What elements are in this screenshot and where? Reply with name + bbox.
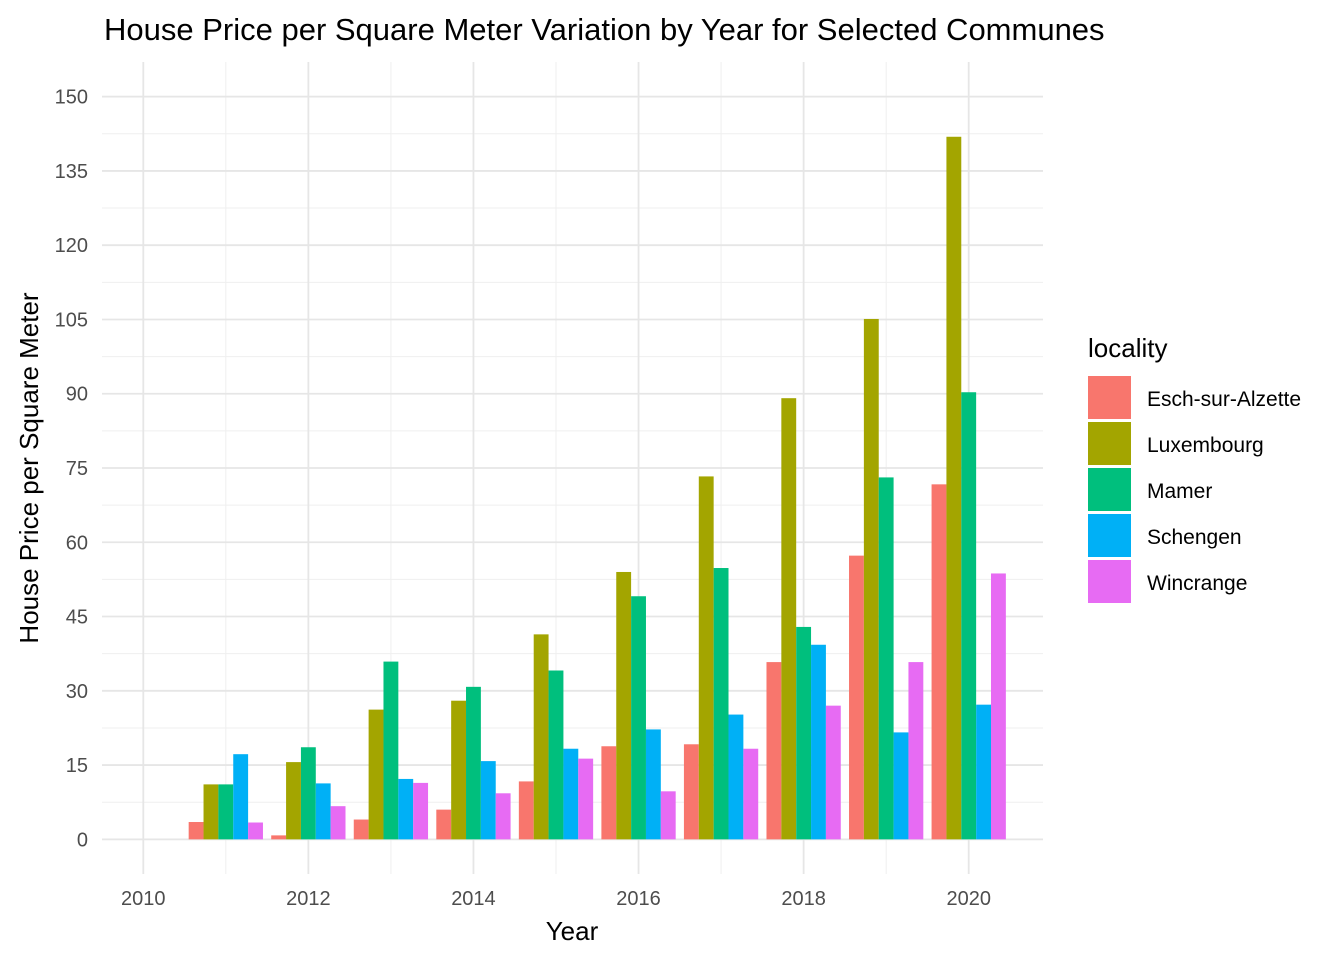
bar bbox=[893, 732, 909, 840]
legend-label: Luxembourg bbox=[1147, 434, 1264, 457]
bar bbox=[601, 746, 617, 840]
x-tick-label: 2016 bbox=[616, 888, 661, 910]
bar bbox=[353, 819, 369, 840]
legend-label: Esch-sur-Alzette bbox=[1147, 388, 1301, 411]
y-tick-label: 30 bbox=[66, 681, 88, 703]
x-tick-label: 2020 bbox=[946, 888, 991, 910]
legend: locality Esch-sur-Alzette Luxembourg Mamer… bbox=[1088, 333, 1301, 603]
legend-swatch bbox=[1088, 376, 1131, 419]
bar bbox=[300, 747, 316, 840]
legend-label: Wincrange bbox=[1147, 572, 1247, 595]
bar bbox=[398, 778, 414, 840]
bar bbox=[976, 704, 991, 840]
x-tick-label: 2012 bbox=[286, 888, 331, 910]
bar bbox=[961, 392, 977, 840]
bar bbox=[849, 555, 864, 840]
bar bbox=[728, 714, 744, 840]
bar bbox=[766, 662, 782, 840]
legend-items: Esch-sur-Alzette Luxembourg Mamer Schengen W… bbox=[1088, 376, 1301, 603]
bar bbox=[413, 782, 429, 840]
bar bbox=[781, 398, 797, 840]
bar bbox=[188, 822, 204, 840]
bar bbox=[315, 783, 331, 840]
bar bbox=[863, 318, 879, 840]
bar bbox=[683, 744, 699, 840]
bar bbox=[578, 758, 594, 840]
y-tick-label: 135 bbox=[55, 161, 88, 183]
chart-title: House Price per Square Meter Variation b… bbox=[104, 12, 1105, 47]
legend-swatch bbox=[1088, 560, 1131, 603]
bar bbox=[330, 806, 346, 840]
y-tick-label: 60 bbox=[66, 532, 88, 554]
y-tick-label: 105 bbox=[55, 309, 88, 331]
bar bbox=[368, 709, 384, 840]
legend-swatch bbox=[1088, 514, 1131, 557]
y-tick-label: 150 bbox=[55, 87, 88, 109]
bar bbox=[286, 762, 301, 840]
legend-label: Schengen bbox=[1147, 526, 1242, 549]
bar bbox=[533, 634, 549, 840]
bar bbox=[451, 700, 467, 840]
y-tick-label: 0 bbox=[77, 829, 88, 851]
bar bbox=[480, 761, 496, 840]
bar bbox=[271, 835, 287, 840]
bar bbox=[660, 791, 676, 840]
y-tick-label: 75 bbox=[66, 458, 88, 480]
y-tick-label: 90 bbox=[66, 384, 88, 406]
bar bbox=[825, 705, 841, 840]
bar bbox=[713, 568, 729, 840]
bar bbox=[631, 596, 646, 840]
bar bbox=[203, 784, 219, 840]
x-axis-ticks: 2010 2012 2014 2016 2018 2020 bbox=[121, 888, 991, 910]
x-tick-label: 2014 bbox=[451, 888, 496, 910]
bar bbox=[233, 754, 249, 840]
legend-title: locality bbox=[1088, 333, 1167, 363]
x-tick-label: 2010 bbox=[121, 888, 166, 910]
bars bbox=[188, 136, 1006, 840]
bar bbox=[518, 781, 534, 840]
bar bbox=[616, 571, 632, 840]
legend-label: Mamer bbox=[1147, 480, 1212, 503]
bar bbox=[908, 662, 924, 840]
legend-swatch bbox=[1088, 422, 1131, 465]
bar bbox=[796, 626, 812, 840]
bar bbox=[811, 644, 826, 840]
bar bbox=[495, 793, 511, 840]
bar bbox=[878, 477, 894, 840]
bar bbox=[436, 809, 452, 840]
bar bbox=[645, 729, 661, 840]
x-tick-label: 2018 bbox=[781, 888, 826, 910]
x-axis-label: Year bbox=[546, 916, 599, 946]
y-axis-label: House Price per Square Meter bbox=[14, 292, 44, 644]
legend-swatch bbox=[1088, 468, 1131, 511]
y-tick-label: 120 bbox=[55, 235, 88, 257]
bar bbox=[931, 484, 947, 840]
bar bbox=[466, 686, 481, 840]
bar bbox=[563, 748, 579, 840]
bar bbox=[383, 661, 399, 840]
bar bbox=[990, 573, 1006, 840]
bar bbox=[248, 822, 263, 840]
bar bbox=[946, 136, 962, 840]
bar bbox=[218, 784, 234, 840]
y-tick-label: 45 bbox=[66, 607, 88, 629]
bar bbox=[548, 670, 564, 840]
y-tick-label: 15 bbox=[66, 755, 88, 777]
bar bbox=[698, 476, 714, 840]
bar bbox=[743, 748, 759, 840]
y-axis-ticks: 0 15 30 45 60 75 90 105 120 135 150 bbox=[55, 87, 88, 852]
